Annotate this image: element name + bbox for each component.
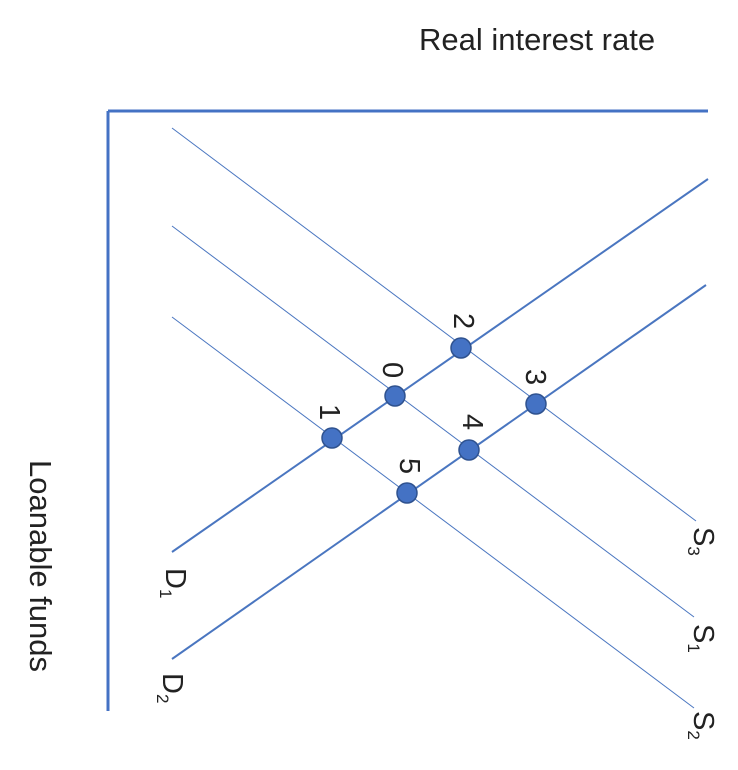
equilibrium-point-4 (458, 439, 480, 461)
supply-curve-s2 (171, 316, 695, 709)
curve-labels: D1 D2 S3 S1 S2 (153, 527, 719, 740)
curve-label-s1-subscript: 1 (684, 643, 703, 652)
curve-label-s1: S1 (684, 624, 719, 653)
curve-label-s1-name: S (687, 624, 719, 643)
supply-curve-s3 (171, 127, 697, 522)
supply-curves (171, 127, 697, 709)
equilibrium-point-3 (525, 393, 547, 415)
curve-label-s2-subscript: 2 (684, 730, 703, 739)
equilibrium-point-5 (396, 482, 418, 504)
equilibrium-points (321, 337, 547, 504)
point-label-4: 4 (456, 414, 488, 430)
curve-label-d1: D1 (156, 568, 191, 598)
curve-label-s2-name: S (687, 711, 719, 730)
point-label-0: 0 (376, 362, 408, 378)
equilibrium-point-1 (321, 427, 343, 449)
demand-curves (171, 178, 709, 660)
equilibrium-point-2 (450, 337, 472, 359)
curve-label-s3-name: S (687, 527, 719, 546)
demand-curve-d2 (171, 284, 707, 660)
curve-label-d1-name: D (159, 568, 191, 589)
point-label-2: 2 (447, 313, 479, 329)
curve-label-d1-subscript: 1 (156, 589, 175, 598)
curve-label-s3-subscript: 3 (684, 546, 703, 555)
curve-label-d2-subscript: 2 (153, 694, 172, 703)
axes (106, 109, 708, 711)
curve-label-d2-name: D (156, 673, 188, 694)
point-label-3: 3 (519, 369, 551, 385)
point-label-1: 1 (313, 404, 345, 420)
point-labels: 0 1 2 3 4 5 (313, 313, 551, 474)
y-axis-label: Real interest rate (419, 22, 655, 57)
x-axis-label: Loanable funds (23, 460, 58, 672)
point-label-5: 5 (393, 458, 425, 474)
supply-curve-s1 (171, 225, 695, 618)
curve-label-d2: D2 (153, 673, 188, 703)
demand-curve-d1 (171, 178, 709, 553)
equilibrium-point-0 (384, 385, 406, 407)
curve-label-s2: S2 (684, 711, 719, 740)
curve-label-s3: S3 (684, 527, 719, 556)
